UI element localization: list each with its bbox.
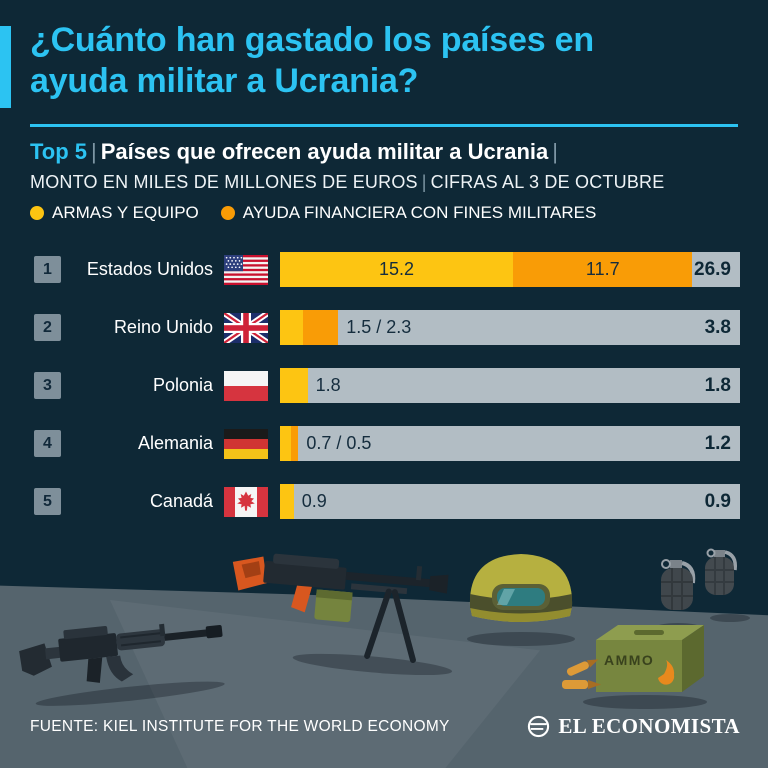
title-accent-bar [0,26,11,108]
el-economista-logo-icon [528,715,550,738]
title-line-1: ¿Cuánto han gastado los países en [30,21,594,59]
table-row-reino-unido: 2 Reino Unido 1.5 / 2.3 3.8 [0,310,768,345]
chart-subtitle: Top 5 | Países que ofrecen ayuda militar a… [30,139,562,165]
flag-reino-unido-icon [224,312,268,343]
separator: | [91,139,97,164]
bar-values-label: 1.5 / 2.3 [346,317,412,337]
bar-total: 0.9 [704,490,731,512]
date-label: CIFRAS AL 3 DE OCTUBRE [430,172,665,192]
rank-badge: 5 [34,488,61,515]
page-title: ¿Cuánto han gastado los países en ayuda … [30,20,594,102]
bar-track: 1.8 1.8 [280,368,740,403]
flag-alemania-icon [224,428,268,459]
flag-estados-unidos-icon [224,254,268,285]
bar-segment-armas [280,368,308,403]
bar-segment-financiera [290,426,299,461]
legend-label-financiera: AYUDA FINANCIERA CON FINES MILITARES [242,203,597,222]
footer: FUENTE: KIEL INSTITUTE FOR THE WORLD ECO… [30,714,740,739]
bar-track: 0.9 0.9 [280,484,740,519]
bar-segment-financiera: 11.7 [513,252,693,287]
top5-label: Top 5 [30,139,88,164]
ammo-box-label: AMMO [604,652,654,668]
legend-item-financiera: AYUDA FINANCIERA CON FINES MILITARES [220,203,597,223]
bar-segment-armas [280,484,294,519]
bar-total: 1.8 [704,374,731,396]
table-row-polonia: 3 Polonia 1.8 1.8 [0,368,768,403]
bar-values-label: 0.7 / 0.5 [306,433,372,453]
illustration-band: AMMO [0,540,768,768]
separator: | [421,172,427,192]
bar-segment-armas [280,426,291,461]
units-label: MONTO EN MILES DE MILLONES DE EUROS [30,172,418,192]
header-divider [30,124,738,127]
machine-gun-illustration [232,553,453,676]
rifle-illustration [19,623,225,706]
table-row-canada: 5 Canadá 0.9 0.9 [0,484,768,519]
brand: EL ECONOMISTA [527,714,740,739]
table-row-alemania: 4 Alemania 0.7 / 0.5 1.2 [0,426,768,461]
financiera-legend-dot-icon [220,206,235,220]
country-label: Estados Unidos [86,259,213,279]
bar-track: 15.2 11.7 26.9 [280,252,740,287]
grenades-illustration [654,548,750,633]
bar-track: 1.5 / 2.3 3.8 [280,310,740,345]
bar-values-label: 0.9 [301,491,327,511]
bar-values-label: 1.8 [315,375,341,395]
bar-chart: 1 Estados Unidos 15.2 [0,252,768,542]
bar-total: 26.9 [694,258,731,280]
armas-legend-dot-icon [30,206,44,220]
helmet-illustration [467,554,575,646]
bar-value-financiera: 11.7 [585,259,620,279]
source-label: FUENTE: KIEL INSTITUTE FOR THE WORLD ECO… [30,717,450,735]
subtitle-heading: Países que ofrecen ayuda militar a Ucran… [100,139,549,164]
bar-segment-financiera [303,310,339,345]
bar-segment-armas [280,310,303,345]
rank-badge: 3 [34,372,61,399]
country-label: Reino Unido [113,317,213,337]
table-row-estados-unidos: 1 Estados Unidos 15.2 [0,252,768,287]
bar-track: 0.7 / 0.5 1.2 [280,426,740,461]
bar-segment-armas: 15.2 [280,252,514,287]
title-line-2: ayuda militar a Ucrania? [30,62,419,100]
country-label: Alemania [137,433,213,453]
rank-badge: 1 [34,256,61,283]
bar-total: 3.8 [704,316,731,338]
bar-total: 1.2 [704,432,731,454]
flag-canada-icon [224,486,268,517]
bar-value-armas: 15.2 [379,259,415,279]
rank-badge: 4 [34,430,61,457]
brand-name: EL ECONOMISTA [558,714,740,738]
country-label: Polonia [152,375,213,395]
legend-label-armas: ARMAS Y EQUIPO [52,203,199,222]
legend-item-armas: ARMAS Y EQUIPO [30,203,199,223]
rank-badge: 2 [34,314,61,341]
flag-polonia-icon [224,370,268,401]
ammo-box-illustration: AMMO [562,625,707,709]
country-label: Canadá [149,491,213,511]
separator: | [552,139,558,164]
chart-subtitle-units: MONTO EN MILES DE MILLONES DE EUROS | CIFR… [30,172,664,193]
legend: ARMAS Y EQUIPO AYUDA FINANCIERA CON FINE… [30,203,596,223]
